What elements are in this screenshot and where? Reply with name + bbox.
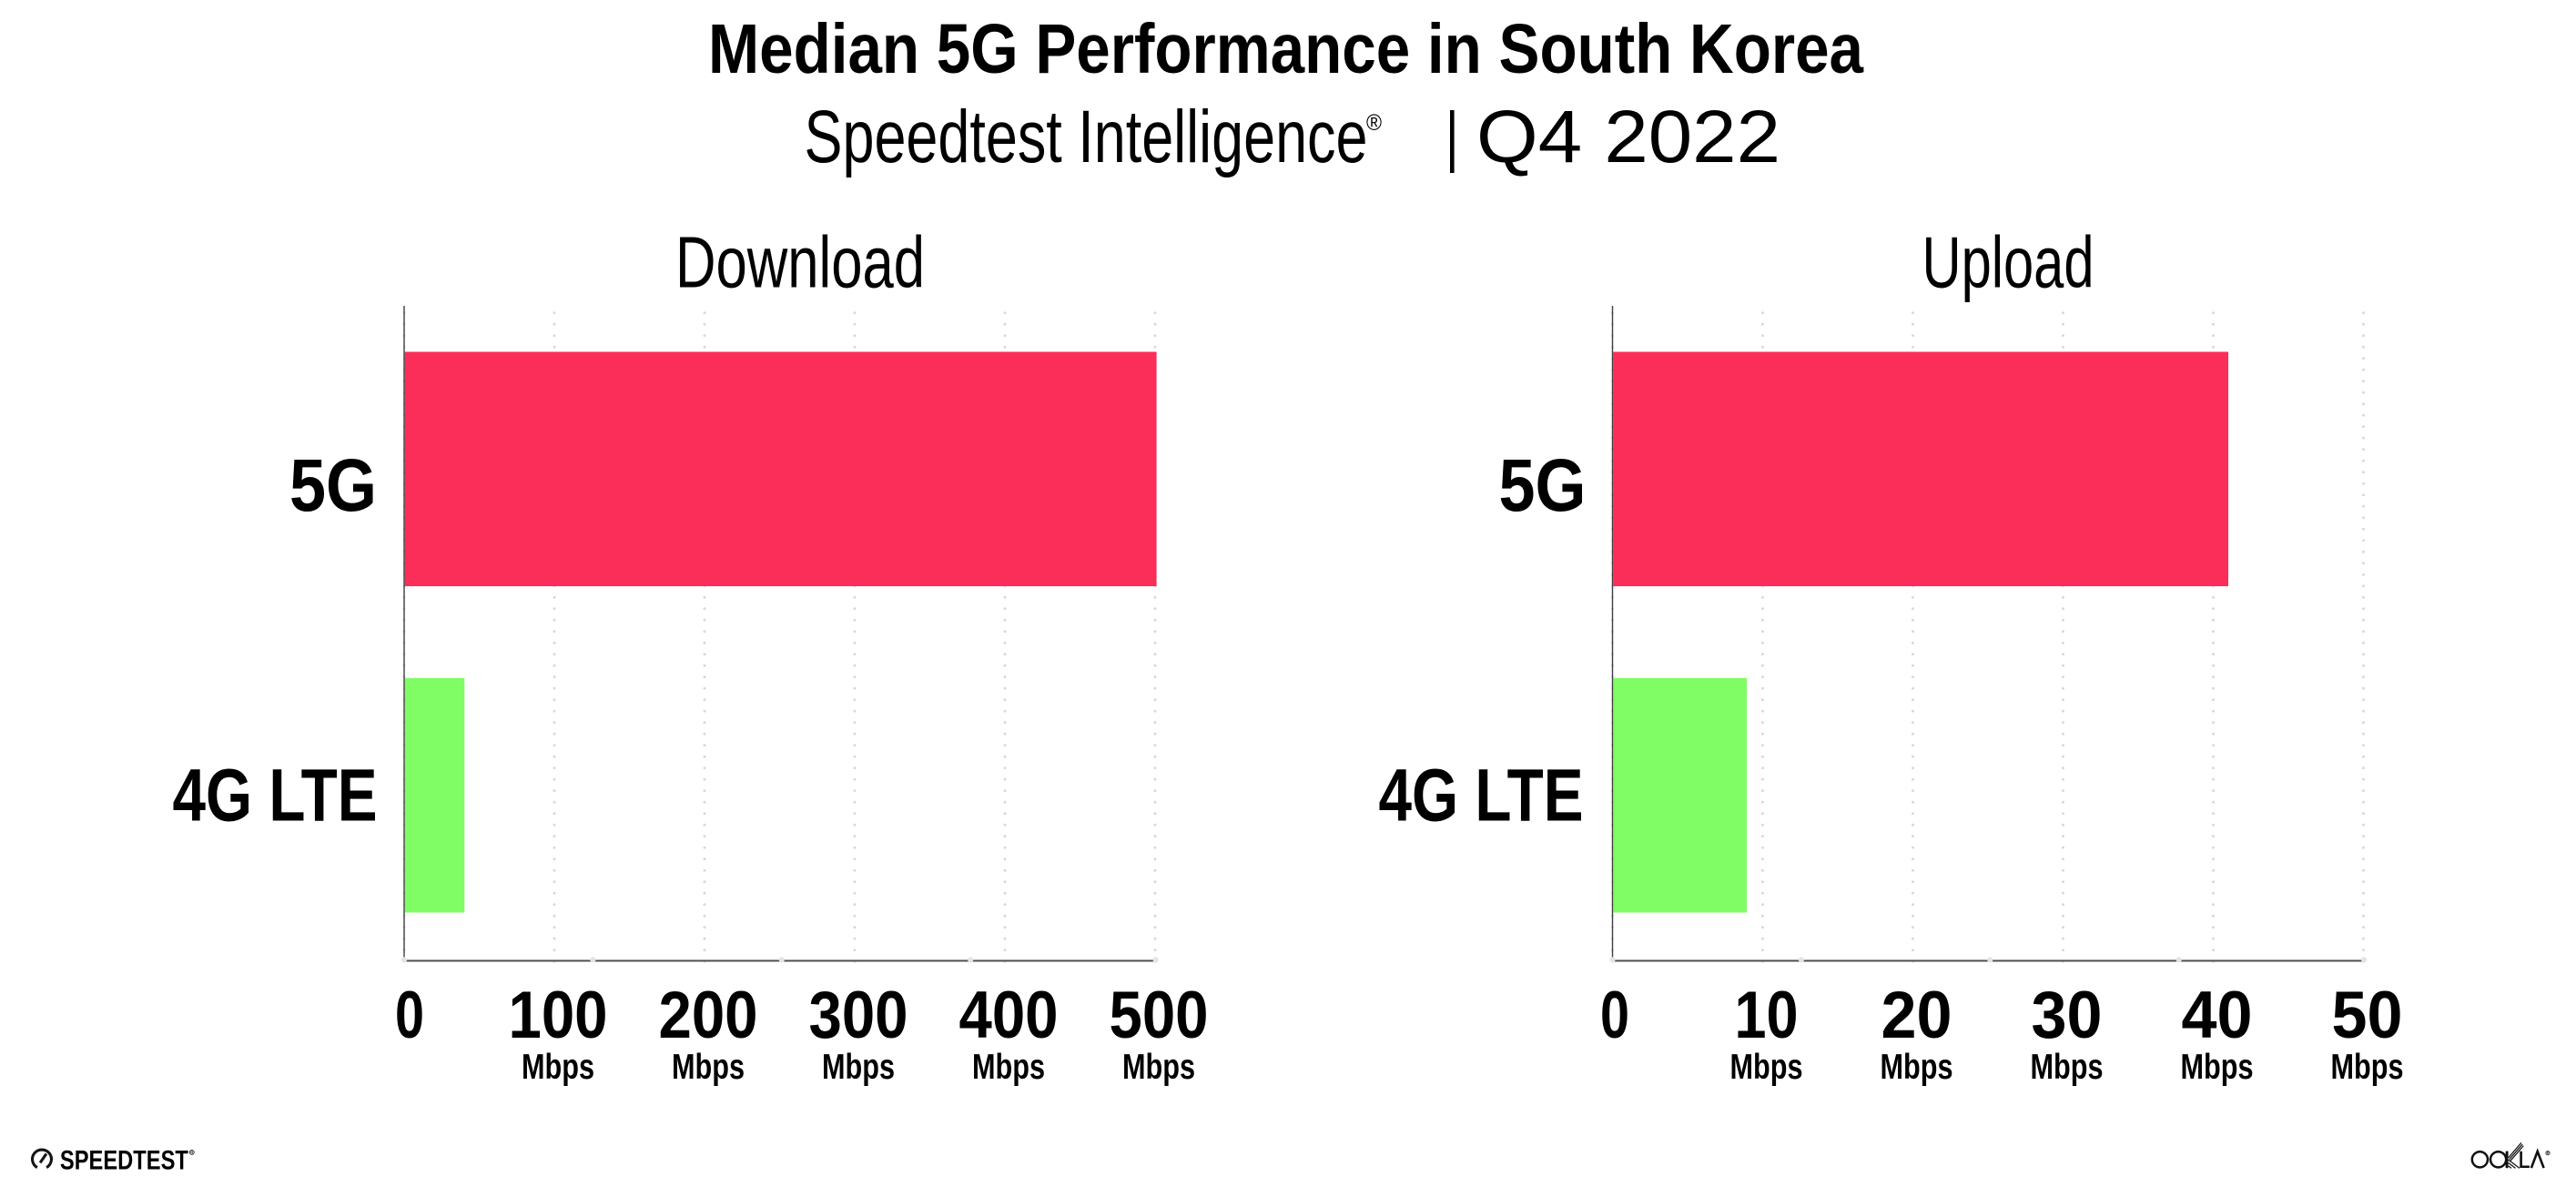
svg-text:Mbps: Mbps xyxy=(522,1048,594,1087)
svg-text:30: 30 xyxy=(2032,979,2103,1052)
svg-text:Upload: Upload xyxy=(1922,222,2094,303)
svg-text:50: 50 xyxy=(2332,979,2403,1052)
svg-text:0: 0 xyxy=(395,979,424,1052)
svg-text:Mbps: Mbps xyxy=(972,1048,1045,1087)
svg-text:Speedtest Intelligence: Speedtest Intelligence xyxy=(805,96,1368,178)
svg-text:Mbps: Mbps xyxy=(2031,1048,2104,1087)
svg-text:Mbps: Mbps xyxy=(1730,1048,1803,1087)
svg-text:Download: Download xyxy=(675,222,925,303)
svg-text:4G LTE: 4G LTE xyxy=(173,755,378,837)
svg-text:®: ® xyxy=(1366,110,1383,136)
svg-text:300: 300 xyxy=(809,979,908,1052)
svg-text:Mbps: Mbps xyxy=(672,1048,745,1087)
svg-text:Median 5G Performance in South: Median 5G Performance in South Korea xyxy=(708,10,1864,88)
svg-text:100: 100 xyxy=(509,979,608,1052)
svg-text:Mbps: Mbps xyxy=(1122,1048,1195,1087)
svg-text:Mbps: Mbps xyxy=(822,1048,895,1087)
svg-text:SPEEDTEST: SPEEDTEST xyxy=(60,1146,188,1176)
svg-text:Mbps: Mbps xyxy=(2181,1048,2254,1087)
svg-text:500: 500 xyxy=(1110,979,1209,1052)
svg-text:20: 20 xyxy=(1881,979,1952,1052)
svg-text:0: 0 xyxy=(1600,979,1629,1052)
svg-text:400: 400 xyxy=(959,979,1059,1052)
svg-text:4G LTE: 4G LTE xyxy=(1379,755,1584,837)
svg-text:40: 40 xyxy=(2182,979,2253,1052)
svg-text:5G: 5G xyxy=(1499,444,1587,527)
svg-text:200: 200 xyxy=(659,979,758,1052)
svg-text:Mbps: Mbps xyxy=(1881,1048,1953,1087)
svg-text:Mbps: Mbps xyxy=(2331,1048,2404,1087)
svg-text:10: 10 xyxy=(1735,979,1799,1052)
svg-text:5G: 5G xyxy=(289,444,377,527)
svg-text:Q4 2022: Q4 2022 xyxy=(1476,96,1780,178)
